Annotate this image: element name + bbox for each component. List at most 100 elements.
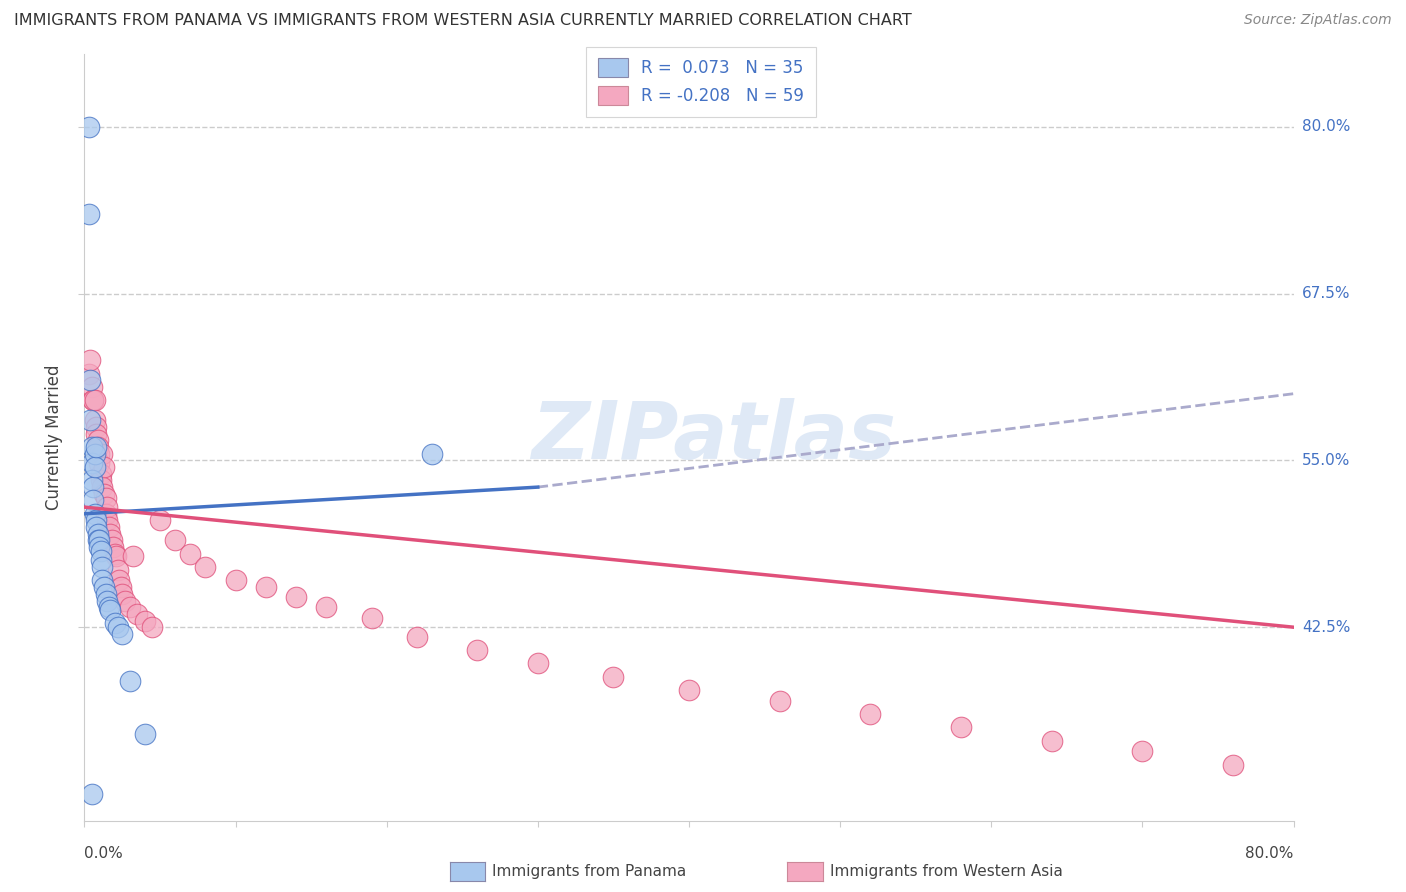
Text: Immigrants from Panama: Immigrants from Panama: [492, 864, 686, 879]
Point: [79, 373, 101, 387]
Point: [114, 593, 136, 607]
Point: [91, 574, 114, 588]
Text: 0.0%: 0.0%: [84, 846, 124, 861]
Point: [406, 630, 429, 644]
Point: [84, 507, 107, 521]
Point: [86, 520, 108, 534]
Point: [82, 393, 104, 408]
Point: [420, 447, 443, 461]
Point: [101, 540, 124, 554]
Point: [98, 603, 121, 617]
Point: [87, 434, 110, 448]
Point: [80, 456, 103, 470]
Point: [104, 616, 127, 631]
Text: Source: ZipAtlas.com: Source: ZipAtlas.com: [1244, 13, 1392, 28]
Text: Immigrants from Western Asia: Immigrants from Western Asia: [830, 864, 1063, 879]
Text: 67.5%: 67.5%: [1302, 286, 1350, 301]
Point: [149, 513, 172, 527]
Point: [100, 533, 122, 548]
Point: [89, 447, 111, 461]
Point: [141, 620, 163, 634]
Point: [80, 474, 103, 488]
Point: [110, 580, 132, 594]
Point: [90, 474, 112, 488]
Legend: R =  0.073   N = 35, R = -0.208   N = 59: R = 0.073 N = 35, R = -0.208 N = 59: [586, 46, 815, 117]
Point: [82, 480, 104, 494]
Text: ZIPatlas: ZIPatlas: [530, 398, 896, 476]
Point: [950, 720, 973, 734]
Point: [80, 787, 103, 801]
Point: [90, 544, 112, 558]
Point: [165, 533, 187, 548]
Text: 42.5%: 42.5%: [1302, 620, 1350, 635]
Point: [111, 627, 134, 641]
Text: 80.0%: 80.0%: [1246, 846, 1294, 861]
Point: [254, 580, 277, 594]
Point: [94, 491, 117, 505]
Point: [315, 600, 337, 615]
Point: [1130, 744, 1153, 758]
Point: [602, 669, 624, 683]
Text: 80.0%: 80.0%: [1302, 120, 1350, 135]
Point: [86, 426, 108, 441]
Point: [111, 587, 134, 601]
Point: [94, 587, 117, 601]
Point: [96, 513, 118, 527]
Point: [77, 120, 100, 134]
Point: [82, 393, 104, 408]
Point: [94, 507, 117, 521]
Point: [678, 682, 700, 697]
Point: [87, 440, 110, 454]
Point: [134, 727, 156, 741]
Point: [96, 593, 118, 607]
Point: [80, 440, 103, 454]
Point: [84, 413, 107, 427]
Point: [89, 540, 111, 554]
Point: [194, 560, 217, 574]
Point: [105, 549, 128, 564]
Point: [84, 393, 107, 408]
Point: [97, 600, 120, 615]
Point: [859, 706, 882, 721]
Point: [769, 693, 792, 707]
Point: [86, 420, 108, 434]
Point: [77, 367, 100, 381]
Point: [527, 657, 550, 671]
Point: [93, 460, 115, 475]
Point: [98, 526, 121, 541]
Point: [118, 600, 141, 615]
Point: [89, 533, 111, 548]
Point: [86, 440, 108, 454]
Point: [127, 607, 149, 621]
Point: [104, 547, 127, 561]
Point: [87, 526, 110, 541]
Point: [91, 560, 114, 574]
Point: [93, 580, 115, 594]
Point: [79, 353, 101, 368]
Point: [1040, 733, 1063, 747]
Point: [108, 574, 131, 588]
Point: [96, 500, 118, 515]
Point: [97, 520, 120, 534]
Point: [225, 574, 247, 588]
Point: [107, 563, 129, 577]
Point: [360, 611, 382, 625]
Text: IMMIGRANTS FROM PANAMA VS IMMIGRANTS FROM WESTERN ASIA CURRENTLY MARRIED CORRELA: IMMIGRANTS FROM PANAMA VS IMMIGRANTS FRO…: [14, 13, 912, 29]
Point: [121, 549, 143, 564]
Point: [84, 447, 107, 461]
Point: [118, 673, 141, 688]
Point: [86, 513, 108, 527]
Point: [87, 533, 110, 548]
Point: [93, 487, 115, 501]
Point: [285, 590, 308, 604]
Point: [91, 447, 114, 461]
Point: [90, 553, 112, 567]
Point: [79, 413, 101, 427]
Point: [77, 206, 100, 220]
Point: [90, 467, 112, 481]
Point: [82, 493, 104, 508]
Point: [80, 380, 103, 394]
Point: [107, 620, 129, 634]
Point: [134, 614, 156, 628]
Point: [91, 480, 114, 494]
